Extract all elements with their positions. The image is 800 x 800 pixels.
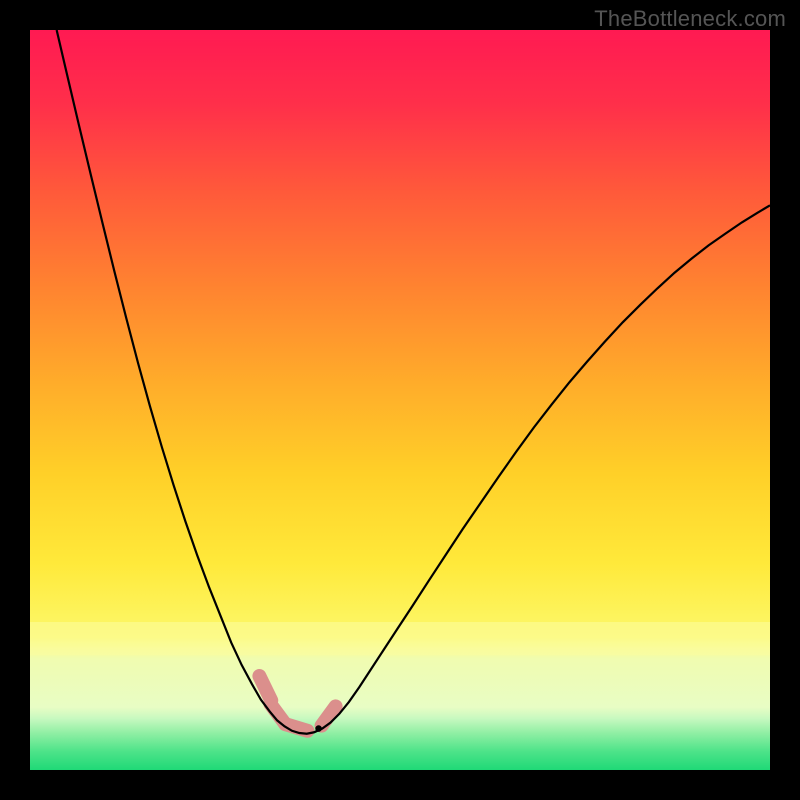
yellow-overlay-band <box>30 622 770 655</box>
plot-area <box>30 30 770 770</box>
gradient-rect <box>30 30 770 770</box>
curve-marker-dot <box>315 725 322 732</box>
chart-svg <box>30 30 770 770</box>
outer-frame: TheBottleneck.com <box>0 0 800 800</box>
watermark-text: TheBottleneck.com <box>594 6 786 32</box>
